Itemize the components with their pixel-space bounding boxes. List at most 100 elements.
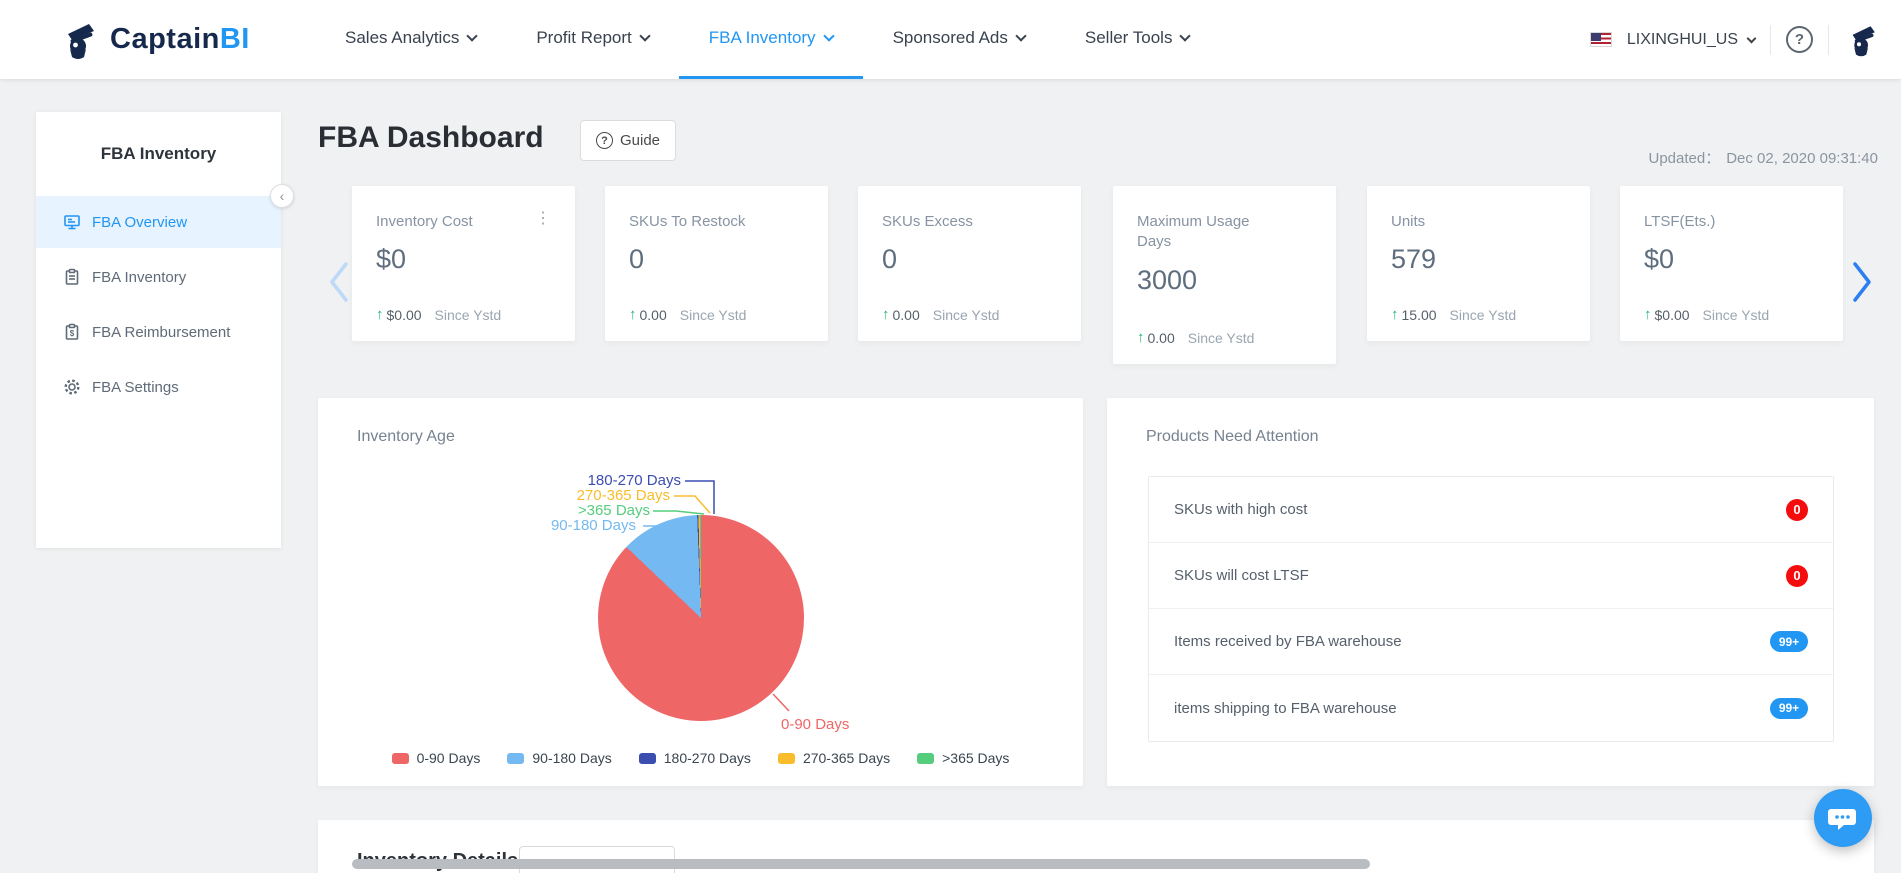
divider — [1828, 24, 1829, 55]
carousel-right-arrow[interactable] — [1845, 258, 1879, 306]
kpi-value: 0 — [629, 244, 645, 275]
kpi-card-units: Units 579 ↑ 15.00 Since Ystd — [1367, 186, 1590, 341]
header-right-area: LIXINGHUI_US ? — [1589, 0, 1880, 79]
gear-icon — [64, 379, 80, 395]
updated-timestamp: Updated： Dec 02, 2020 09:31:40 — [1648, 150, 1878, 167]
captain-avatar-icon[interactable] — [1844, 22, 1880, 58]
attention-row-ltsf[interactable]: SKUs will cost LTSF 0 — [1149, 543, 1833, 609]
pie-label-180-270: 180-270 Days — [587, 472, 681, 489]
inventory-age-card: Inventory Age 180-270 Days 270-365 Days … — [318, 398, 1083, 786]
chevron-down-icon — [1179, 30, 1192, 42]
top-nav-bar: CaptainBI Sales Analytics Profit Report … — [0, 0, 1901, 79]
kpi-card-skus-excess: SKUs Excess 0 ↑ 0.00 Since Ystd — [858, 186, 1081, 341]
kpi-title: Inventory Cost — [376, 213, 473, 230]
sidebar-item-fba-inventory[interactable]: FBA Inventory — [36, 251, 281, 303]
kpi-delta: ↑ $0.00 Since Ystd — [1644, 306, 1770, 323]
pie-label-gt365: >365 Days — [577, 502, 650, 519]
up-arrow-icon: ↑ — [1391, 306, 1399, 323]
guide-button[interactable]: ? Guide — [580, 120, 677, 161]
kpi-title: Maximum Usage Days — [1137, 213, 1250, 251]
sidebar-menu: FBA Overview FBA Inventory $ FBA Reimbur… — [36, 196, 281, 413]
count-badge: 0 — [1786, 564, 1808, 587]
svg-text:$: $ — [70, 329, 75, 338]
attention-title: Products Need Attention — [1146, 428, 1319, 445]
sidebar-title: FBA Inventory — [100, 144, 217, 163]
sidebar-collapse-button[interactable]: ‹ — [270, 184, 294, 208]
attention-row-received[interactable]: Items received by FBA warehouse 99+ — [1149, 609, 1833, 675]
count-badge: 99+ — [1770, 697, 1808, 719]
kpi-delta: ↑ 0.00 Since Ystd — [882, 306, 1000, 323]
count-badge: 99+ — [1770, 631, 1808, 652]
nav-profit-report[interactable]: Profit Report — [506, 0, 678, 79]
kpi-value: 3000 — [1137, 264, 1198, 295]
sidebar-item-fba-reimbursement[interactable]: $ FBA Reimbursement — [36, 306, 281, 358]
main-nav: Sales Analytics Profit Report FBA Invent… — [315, 0, 1219, 79]
legend-swatch — [638, 752, 656, 764]
legend-item-gt365[interactable]: >365 Days — [917, 750, 1009, 766]
legend-swatch — [777, 752, 795, 764]
help-icon[interactable]: ? — [1786, 26, 1813, 53]
monitor-icon — [64, 215, 80, 230]
sidebar-item-fba-settings[interactable]: FBA Settings — [36, 361, 281, 413]
kpi-title: LTSF(Ets.) — [1644, 213, 1716, 230]
legend-item-90-180[interactable]: 90-180 Days — [507, 750, 612, 766]
us-flag-icon — [1589, 32, 1612, 47]
kpi-delta: ↑ 15.00 Since Ystd — [1391, 306, 1517, 323]
legend-swatch — [917, 752, 935, 764]
chat-icon — [1828, 809, 1856, 830]
legend-swatch — [391, 752, 409, 764]
legend-item-180-270[interactable]: 180-270 Days — [638, 750, 751, 766]
pie-legend: 0-90 Days 90-180 Days 180-270 Days 270-3… — [318, 750, 1083, 766]
chevron-down-icon — [822, 30, 835, 42]
kpi-value: $0 — [376, 244, 407, 275]
kpi-card-maximum-usage-days: Maximum Usage Days 3000 ↑ 0.00 Since Yst… — [1113, 186, 1336, 364]
nav-sponsored-ads[interactable]: Sponsored Ads — [863, 0, 1055, 79]
pie-label-0-90: 0-90 Days — [781, 716, 850, 733]
inventory-age-pie-chart[interactable] — [598, 515, 804, 721]
chevron-down-icon — [1015, 30, 1027, 42]
attention-row-shipping[interactable]: items shipping to FBA warehouse 99+ — [1149, 675, 1833, 741]
kpi-title: Units — [1391, 213, 1426, 230]
attention-list: SKUs with high cost 0 SKUs will cost LTS… — [1148, 476, 1834, 742]
chat-widget-button[interactable] — [1814, 789, 1872, 847]
up-arrow-icon: ↑ — [1137, 329, 1145, 346]
legend-swatch — [507, 752, 525, 764]
question-circle-icon: ? — [596, 132, 613, 149]
legend-item-0-90[interactable]: 0-90 Days — [391, 750, 480, 766]
captainbi-logo[interactable]: CaptainBI — [58, 0, 250, 79]
kpi-delta: ↑ $0.00 Since Ystd — [376, 306, 502, 323]
up-arrow-icon: ↑ — [882, 306, 890, 323]
clipboard-icon — [65, 268, 79, 285]
up-arrow-icon: ↑ — [629, 306, 637, 323]
chevron-down-icon — [639, 30, 651, 42]
pie-label-270-365: 270-365 Days — [576, 487, 670, 504]
up-arrow-icon: ↑ — [1644, 306, 1652, 323]
logo-wordmark: CaptainBI — [110, 23, 250, 55]
attention-row-high-cost[interactable]: SKUs with high cost 0 — [1149, 477, 1833, 543]
kpi-title: SKUs To Restock — [629, 213, 746, 230]
kpi-delta: ↑ 0.00 Since Ystd — [1137, 329, 1255, 346]
products-need-attention-card: Products Need Attention SKUs with high c… — [1107, 398, 1874, 786]
page-title: FBA Dashboard — [318, 121, 544, 154]
captain-logo-icon — [68, 23, 94, 59]
nav-fba-inventory[interactable]: FBA Inventory — [678, 0, 863, 79]
kpi-card-inventory-cost: Inventory Cost ⋮ $0 ↑ $0.00 Since Ystd — [352, 186, 575, 341]
kebab-menu-icon[interactable]: ⋮ — [535, 210, 551, 227]
chart-title: Inventory Age — [357, 428, 455, 445]
carousel-left-arrow[interactable] — [322, 258, 356, 306]
kpi-delta: ↑ 0.00 Since Ystd — [629, 306, 747, 323]
nav-sales-analytics[interactable]: Sales Analytics — [315, 0, 506, 79]
pie-label-90-180: 90-180 Days — [550, 517, 636, 534]
account-menu[interactable]: LIXINGHUI_US — [1627, 31, 1757, 49]
chevron-down-icon — [1746, 33, 1757, 43]
nav-seller-tools[interactable]: Seller Tools — [1055, 0, 1220, 79]
sidebar-item-fba-overview[interactable]: FBA Overview — [36, 196, 281, 248]
legend-item-270-365[interactable]: 270-365 Days — [777, 750, 890, 766]
count-badge: 0 — [1786, 498, 1808, 521]
kpi-value: 579 — [1391, 244, 1437, 275]
horizontal-scrollbar[interactable] — [352, 859, 1370, 869]
up-arrow-icon: ↑ — [376, 306, 384, 323]
sidebar-fba-inventory: FBA Inventory FBA Overview FBA Inventory — [36, 112, 281, 548]
divider — [1770, 24, 1771, 55]
